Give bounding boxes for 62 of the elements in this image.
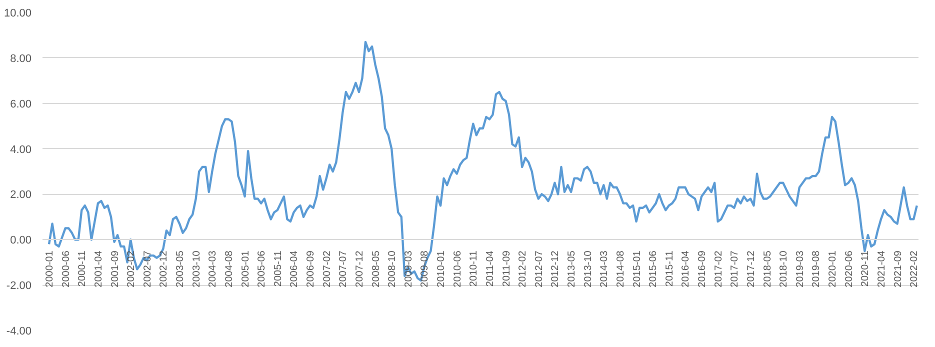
x-tick-label: 2019-03	[794, 250, 806, 288]
x-tick-label: 2017-07	[730, 250, 741, 288]
x-tick-label: 2002-07	[142, 250, 154, 288]
y-tick-label: 8.00	[10, 52, 32, 65]
x-tick-label: 2008-05	[370, 250, 382, 288]
x-tick-label: 2016-09	[697, 250, 708, 288]
x-tick-label: 2002-12	[158, 250, 170, 288]
x-tick-label: 2015-01	[632, 250, 643, 288]
x-tick-label: 2005-01	[240, 250, 252, 288]
x-tick-label: 2009-08	[420, 250, 431, 288]
y-tick-label: 2.00	[10, 189, 32, 202]
x-tick-label: 2020-06	[844, 250, 855, 288]
x-tick-label: 2021-04	[876, 250, 888, 288]
x-tick-label: 2006-09	[306, 250, 317, 288]
x-tick-label: 2003-05	[175, 250, 186, 288]
x-tick-label: 2004-03	[208, 250, 219, 288]
x-tick-label: 2015-11	[664, 250, 676, 287]
x-tick-label: 2016-04	[680, 250, 692, 288]
x-tick-label: 2015-06	[648, 250, 660, 288]
x-tick-label: 2010-01	[436, 250, 448, 288]
y-tick-label: 0.00	[10, 234, 32, 247]
x-tick-label: 2000-11	[77, 250, 88, 287]
x-tick-label: 2013-05	[566, 250, 578, 288]
y-tick-label: 4.00	[10, 144, 32, 156]
y-tick-label: 10.00	[4, 8, 32, 20]
x-tick-label: 2007-02	[322, 250, 333, 288]
x-tick-label: 2018-10	[778, 250, 790, 288]
x-tick-label: 2012-07	[534, 250, 545, 288]
y-tick-label: -2.00	[6, 280, 32, 292]
x-tick-label: 2005-06	[256, 250, 268, 288]
x-tick-label: 2005-11	[272, 250, 284, 287]
x-tick-label: 2003-10	[191, 250, 202, 288]
x-tick-label: 2009-03	[403, 250, 414, 288]
x-tick-label: 2010-06	[452, 250, 464, 288]
x-tick-label: 2020-11	[860, 250, 872, 287]
x-tick-label: 2010-11	[468, 250, 480, 287]
x-tick-label: 2013-10	[582, 250, 594, 288]
x-tick-label: 2014-03	[599, 250, 610, 288]
x-tick-label: 2012-12	[550, 250, 562, 288]
x-tick-label: 2020-01	[828, 250, 839, 288]
x-tick-label: 2002-02	[126, 250, 138, 288]
x-tick-label: 2007-12	[354, 250, 366, 288]
x-tick-label: 2000-06	[60, 250, 72, 288]
y-tick-label: 6.00	[10, 98, 32, 110]
x-tick-label: 2007-07	[338, 250, 350, 288]
x-tick-label: 2011-04	[484, 250, 496, 287]
x-tick-label: 2008-10	[387, 250, 398, 288]
x-tick-label: 2019-08	[811, 250, 822, 288]
x-tick-label: 2022-02	[909, 250, 920, 288]
y-tick-label: -4.00	[6, 326, 32, 338]
x-tick-label: 2014-08	[615, 250, 626, 288]
x-tick-label: 2017-02	[713, 250, 724, 288]
x-tick-label: 2012-02	[518, 250, 529, 288]
x-tick-label: 2017-12	[746, 250, 757, 288]
x-tick-label: 2001-04	[93, 250, 104, 288]
x-tick-label: 2018-05	[762, 250, 774, 288]
x-tick-label: 2006-04	[289, 250, 300, 288]
x-tick-label: 2001-09	[110, 250, 121, 288]
x-tick-label: 2004-08	[224, 250, 235, 288]
x-tick-label: 2011-09	[501, 250, 512, 287]
x-tick-label: 2021-09	[892, 250, 904, 288]
x-tick-label: 2000-01	[44, 250, 56, 288]
